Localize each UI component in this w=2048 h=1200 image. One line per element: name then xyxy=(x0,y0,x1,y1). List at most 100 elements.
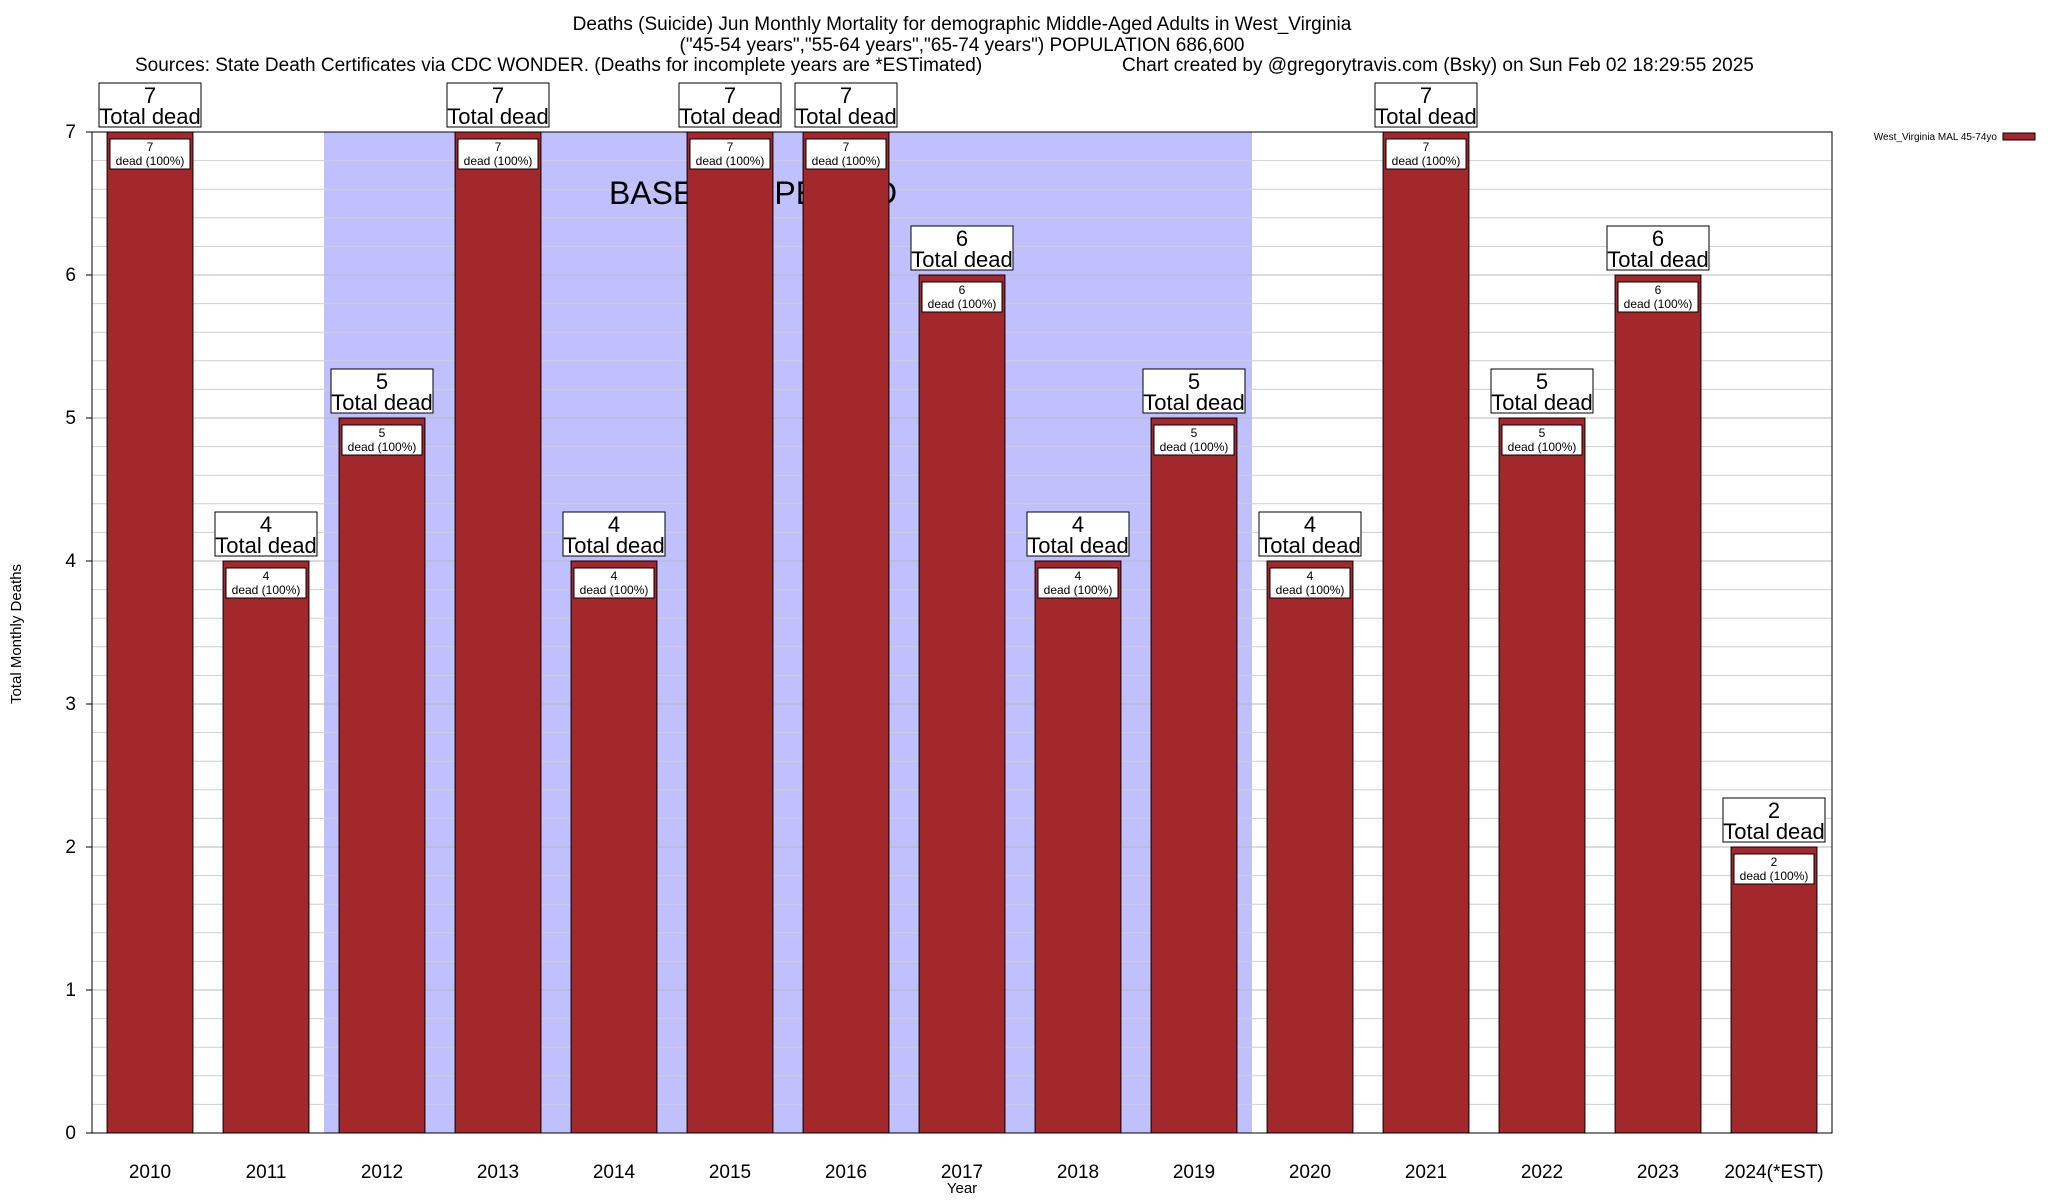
bar-inner-label: dead (100%) xyxy=(116,154,185,168)
bar-total-label: Total dead xyxy=(1143,390,1245,415)
bar-total-box xyxy=(446,82,550,128)
chart-sources: Sources: State Death Certificates via CD… xyxy=(135,55,982,76)
bar-inner-label: dead (100%) xyxy=(580,583,649,597)
bar-total-value: 4 xyxy=(608,512,620,537)
bar-total-value: 7 xyxy=(1420,83,1432,108)
bar-total-label: Total dead xyxy=(1375,104,1477,129)
x-tick-label: 2011 xyxy=(246,1162,287,1183)
x-tick-label: 2016 xyxy=(825,1162,867,1183)
bar-inner-label: dead (100%) xyxy=(1740,869,1809,883)
bar xyxy=(686,131,774,1134)
bar-inner-label: dead (100%) xyxy=(1508,440,1577,454)
bar-inner-value: 4 xyxy=(1075,569,1082,583)
x-axis-label: Year xyxy=(947,1180,977,1197)
bar-total-box xyxy=(1490,368,1594,414)
bar xyxy=(918,274,1006,1134)
bar-inner-value: 5 xyxy=(379,426,386,440)
bar-inner-label: dead (100%) xyxy=(1624,297,1693,311)
y-tick-label: 1 xyxy=(65,980,76,1001)
bar-inner-label: dead (100%) xyxy=(928,297,997,311)
bar-total-value: 4 xyxy=(260,512,272,537)
bar-total-box xyxy=(910,225,1014,271)
bar-inner-label: dead (100%) xyxy=(812,154,881,168)
plot-area: BASELINE PERIOD012345677dead (100%)7Tota… xyxy=(65,82,1833,1183)
bar-total-box xyxy=(1374,82,1478,128)
bar-inner-label-box xyxy=(805,138,887,170)
bar-inner-value: 4 xyxy=(611,569,618,583)
bar-total-label: Total dead xyxy=(447,104,549,129)
bar-total-box xyxy=(562,511,666,557)
bar-total-box xyxy=(678,82,782,128)
bar-inner-value: 7 xyxy=(727,140,734,154)
y-tick-label: 7 xyxy=(65,122,76,143)
bar-inner-value: 7 xyxy=(147,140,154,154)
bar-inner-label-box xyxy=(921,281,1003,313)
legend-swatch xyxy=(2002,132,2036,141)
bar-inner-label: dead (100%) xyxy=(464,154,533,168)
bar xyxy=(1614,274,1702,1134)
bar-inner-value: 5 xyxy=(1539,426,1546,440)
chart-credit: Chart created by @gregorytravis.com (Bsk… xyxy=(1122,55,1754,76)
bar-total-label: Total dead xyxy=(1491,390,1593,415)
x-tick-label: 2015 xyxy=(709,1162,751,1183)
x-tick-label: 2018 xyxy=(1057,1162,1099,1183)
bar-total-label: Total dead xyxy=(99,104,201,129)
bar-inner-value: 2 xyxy=(1771,855,1778,869)
bar-total-box xyxy=(330,368,434,414)
bar-total-label: Total dead xyxy=(215,533,317,558)
bar-inner-label-box xyxy=(341,424,423,456)
bar-inner-value: 4 xyxy=(1307,569,1314,583)
bar xyxy=(222,560,310,1134)
bar xyxy=(454,131,542,1134)
bar xyxy=(1730,846,1818,1134)
x-tick-label: 2021 xyxy=(1405,1162,1447,1183)
bar xyxy=(802,131,890,1134)
bar-inner-value: 7 xyxy=(843,140,850,154)
bar-total-label: Total dead xyxy=(679,104,781,129)
bar-total-label: Total dead xyxy=(1027,533,1129,558)
bar xyxy=(1150,417,1238,1134)
bar-total-label: Total dead xyxy=(1607,247,1709,272)
bar xyxy=(1266,560,1354,1134)
legend: West_Virginia MAL 45-74yo xyxy=(1874,132,2036,143)
y-tick-label: 4 xyxy=(65,551,76,572)
bar-total-value: 7 xyxy=(840,83,852,108)
bar-inner-value: 7 xyxy=(495,140,502,154)
y-tick-label: 0 xyxy=(65,1123,76,1144)
x-tick-label: 2014 xyxy=(593,1162,636,1183)
bar-total-box xyxy=(1606,225,1710,271)
bar-inner-label: dead (100%) xyxy=(696,154,765,168)
bar-inner-label: dead (100%) xyxy=(1044,583,1113,597)
x-tick-label: 2010 xyxy=(129,1162,171,1183)
bar-inner-label-box xyxy=(1617,281,1699,313)
bar-total-value: 5 xyxy=(1188,369,1200,394)
x-tick-label: 2019 xyxy=(1173,1162,1215,1183)
bar-inner-value: 5 xyxy=(1191,426,1198,440)
bar-total-value: 6 xyxy=(956,226,968,251)
y-tick-label: 2 xyxy=(65,837,76,858)
bar-inner-label-box xyxy=(689,138,771,170)
bar-inner-label: dead (100%) xyxy=(1160,440,1229,454)
x-tick-label: 2022 xyxy=(1521,1162,1563,1183)
bar-inner-label-box xyxy=(225,567,307,599)
bar-total-value: 7 xyxy=(492,83,504,108)
y-tick-label: 3 xyxy=(65,694,76,715)
bar-inner-label: dead (100%) xyxy=(232,583,301,597)
bar-inner-label-box xyxy=(1733,853,1815,885)
bar-inner-label-box xyxy=(1269,567,1351,599)
y-tick-label: 5 xyxy=(65,408,76,429)
bar-inner-value: 7 xyxy=(1423,140,1430,154)
bar-total-box xyxy=(214,511,318,557)
x-tick-label: 2013 xyxy=(477,1162,519,1183)
bar-inner-label-box xyxy=(573,567,655,599)
bar-inner-label-box xyxy=(457,138,539,170)
bar-inner-label: dead (100%) xyxy=(348,440,417,454)
x-tick-label: 2017 xyxy=(941,1162,983,1183)
bar-inner-value: 6 xyxy=(1655,283,1662,297)
bar xyxy=(1498,417,1586,1134)
bar-total-box xyxy=(1026,511,1130,557)
bar-total-box xyxy=(1722,797,1826,843)
bar-total-value: 2 xyxy=(1768,798,1780,823)
bar-inner-label: dead (100%) xyxy=(1392,154,1461,168)
